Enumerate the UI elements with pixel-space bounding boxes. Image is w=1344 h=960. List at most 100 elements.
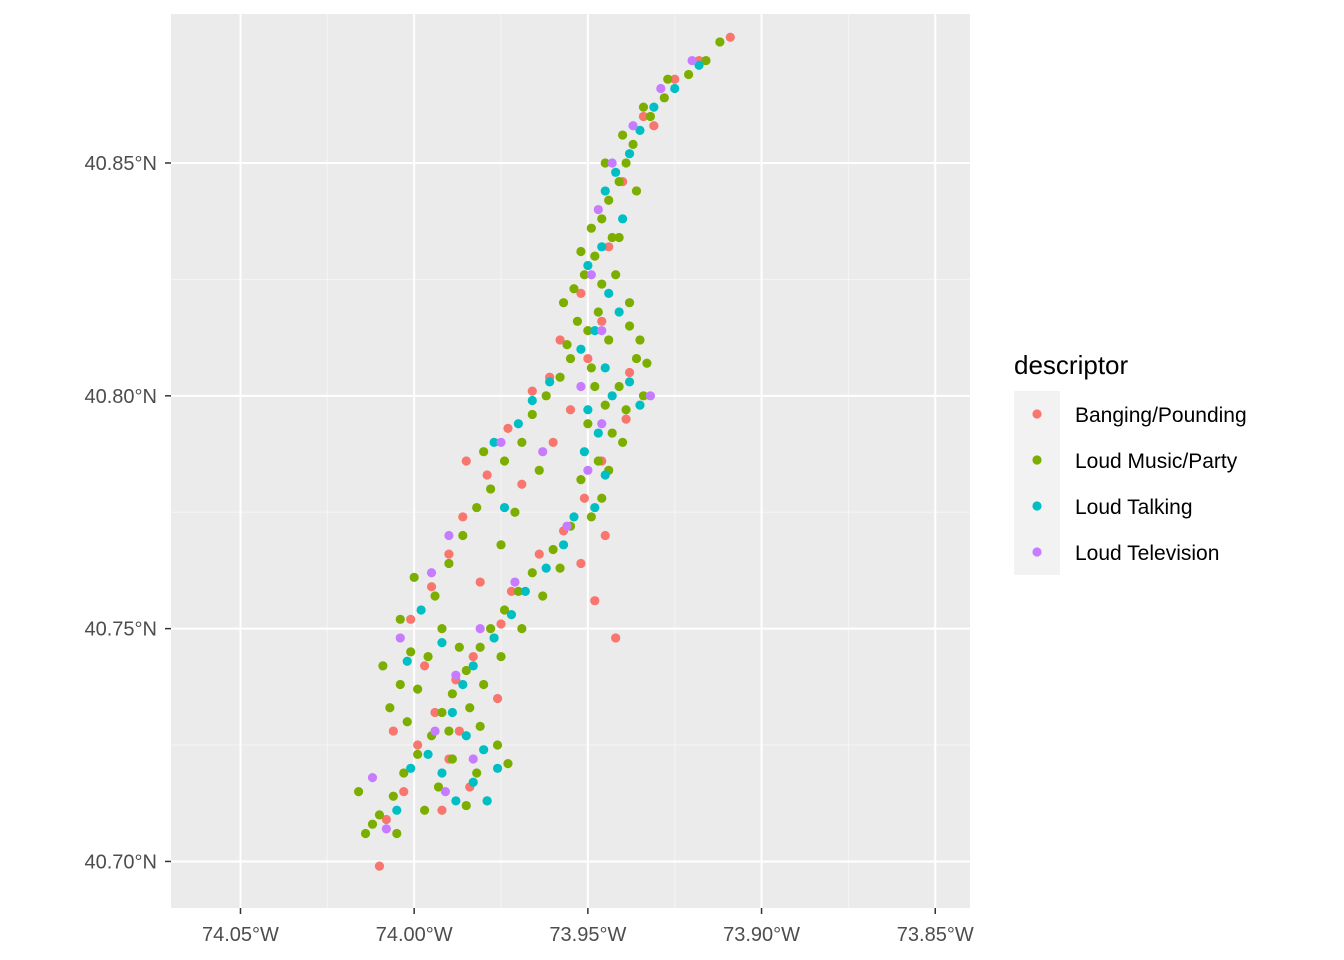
point-loud-talking [479, 745, 489, 755]
point-loud-music-party [378, 661, 388, 671]
point-loud-music-party [614, 381, 624, 392]
point-loud-music-party [388, 791, 398, 801]
point-banging-pounding [468, 651, 478, 662]
point-loud-music-party [590, 251, 600, 261]
legend-key-loud-music-party [1032, 455, 1042, 465]
point-loud-talking [545, 377, 555, 387]
point-loud-talking [604, 288, 614, 298]
point-banging-pounding [506, 586, 517, 596]
point-loud-music-party [624, 321, 635, 331]
legend-label: Loud Television [1075, 542, 1219, 565]
point-banging-pounding [590, 596, 600, 606]
point-loud-talking [461, 731, 471, 741]
point-banging-pounding [517, 479, 527, 489]
point-loud-music-party [534, 465, 544, 475]
point-banging-pounding [454, 726, 464, 736]
point-loud-talking [437, 637, 447, 648]
point-loud-music-party [437, 624, 447, 634]
point-loud-music-party [395, 614, 405, 624]
x-tick-label: 74.00°W [376, 924, 453, 946]
point-loud-music-party [621, 158, 631, 168]
point-banging-pounding [461, 456, 471, 466]
legend-label: Banging/Pounding [1075, 404, 1247, 427]
point-loud-music-party [499, 605, 510, 615]
point-loud-talking [607, 391, 617, 401]
point-loud-talking [569, 512, 579, 522]
point-loud-music-party [409, 572, 419, 583]
point-loud-music-party [607, 232, 617, 243]
point-loud-music-party [399, 768, 409, 778]
point-loud-music-party [527, 568, 537, 578]
point-loud-talking [600, 470, 610, 480]
point-loud-music-party [597, 493, 607, 503]
point-loud-talking [541, 563, 551, 573]
point-loud-talking [423, 749, 433, 759]
point-banging-pounding [670, 74, 680, 84]
point-loud-television [576, 381, 586, 392]
point-loud-music-party [465, 703, 475, 713]
point-loud-music-party [548, 544, 558, 555]
legend-title: descriptor [1014, 350, 1128, 380]
point-loud-music-party [614, 177, 624, 187]
point-loud-talking [416, 605, 426, 615]
point-loud-talking [458, 679, 468, 690]
point-loud-talking [513, 419, 523, 429]
point-loud-music-party [479, 679, 489, 690]
x-axis-tick-labels: 74.05°W 74.00°W 73.95°W 73.90°W 73.85°W [202, 924, 974, 946]
point-loud-television [395, 633, 405, 643]
point-banging-pounding [624, 367, 635, 378]
point-loud-television [367, 773, 378, 783]
point-loud-music-party [586, 223, 596, 233]
point-loud-music-party [631, 353, 642, 364]
point-loud-television [607, 158, 617, 168]
point-loud-talking [392, 805, 402, 815]
point-loud-television [468, 754, 478, 764]
point-loud-music-party [642, 358, 652, 368]
point-loud-music-party [618, 130, 628, 140]
point-loud-music-party [576, 475, 586, 485]
point-loud-music-party [433, 782, 444, 792]
point-loud-music-party [659, 93, 669, 103]
point-loud-talking [597, 242, 607, 252]
point-loud-talking [593, 428, 603, 438]
point-loud-television [656, 83, 666, 94]
point-loud-talking [614, 307, 624, 317]
point-loud-music-party [374, 810, 385, 820]
point-banging-pounding [565, 405, 576, 415]
point-loud-music-party [503, 759, 513, 769]
point-loud-music-party [572, 316, 583, 326]
point-banging-pounding [597, 316, 607, 326]
point-loud-music-party [486, 484, 496, 494]
point-loud-music-party [562, 339, 572, 350]
point-loud-talking [447, 707, 457, 718]
point-loud-music-party [597, 214, 607, 224]
point-loud-music-party [611, 270, 621, 280]
point-loud-music-party [715, 37, 725, 47]
point-banging-pounding [555, 335, 565, 345]
point-banging-pounding [576, 558, 586, 569]
point-loud-television [628, 121, 638, 131]
legend-label: Loud Talking [1075, 496, 1193, 519]
point-loud-television [430, 726, 440, 736]
y-axis-tick-labels: 40.70°N 40.75°N 40.80°N 40.85°N [85, 153, 158, 873]
point-loud-music-party [413, 749, 423, 759]
point-loud-music-party [628, 139, 638, 149]
point-loud-talking [600, 363, 610, 373]
point-loud-talking [506, 610, 517, 620]
point-loud-talking [600, 186, 610, 196]
point-loud-music-party [583, 419, 593, 429]
point-banging-pounding [492, 693, 503, 704]
point-loud-talking [649, 102, 659, 112]
point-banging-pounding [611, 633, 621, 643]
y-tick-label: 40.85°N [85, 153, 158, 175]
point-loud-music-party [586, 512, 596, 522]
point-banging-pounding [388, 726, 398, 736]
point-loud-television [451, 670, 461, 680]
point-loud-music-party [402, 717, 412, 727]
point-loud-music-party [413, 684, 423, 694]
point-loud-music-party [499, 456, 510, 466]
point-loud-music-party [492, 740, 503, 750]
point-loud-music-party [475, 642, 485, 652]
legend-entries: Banging/Pounding Loud Music/Party Loud Tal… [1032, 404, 1247, 565]
point-loud-music-party [621, 405, 631, 415]
